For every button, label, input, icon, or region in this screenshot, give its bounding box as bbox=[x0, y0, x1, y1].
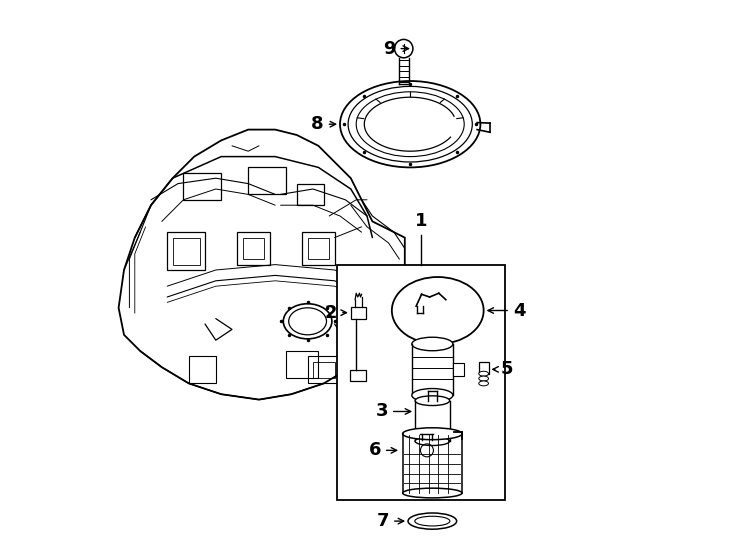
Bar bbox=[453, 363, 464, 376]
Text: 9: 9 bbox=[383, 39, 396, 58]
Text: 7: 7 bbox=[377, 512, 389, 530]
Ellipse shape bbox=[415, 396, 450, 406]
Text: 4: 4 bbox=[513, 301, 526, 320]
Bar bbox=[351, 307, 366, 319]
Text: 8: 8 bbox=[311, 115, 324, 133]
Bar bbox=[349, 370, 366, 381]
Ellipse shape bbox=[479, 376, 489, 381]
Ellipse shape bbox=[412, 389, 453, 402]
Ellipse shape bbox=[415, 437, 450, 445]
Text: 6: 6 bbox=[368, 441, 381, 460]
Ellipse shape bbox=[412, 337, 453, 351]
Text: 5: 5 bbox=[501, 360, 513, 379]
Ellipse shape bbox=[479, 372, 489, 376]
Text: 2: 2 bbox=[325, 303, 338, 322]
Ellipse shape bbox=[479, 381, 489, 386]
Text: 3: 3 bbox=[376, 402, 388, 421]
Text: 1: 1 bbox=[415, 212, 427, 230]
Ellipse shape bbox=[403, 488, 462, 498]
Ellipse shape bbox=[392, 277, 484, 344]
Bar bbox=[479, 362, 489, 374]
Bar bbox=[338, 265, 505, 500]
Ellipse shape bbox=[403, 428, 462, 440]
